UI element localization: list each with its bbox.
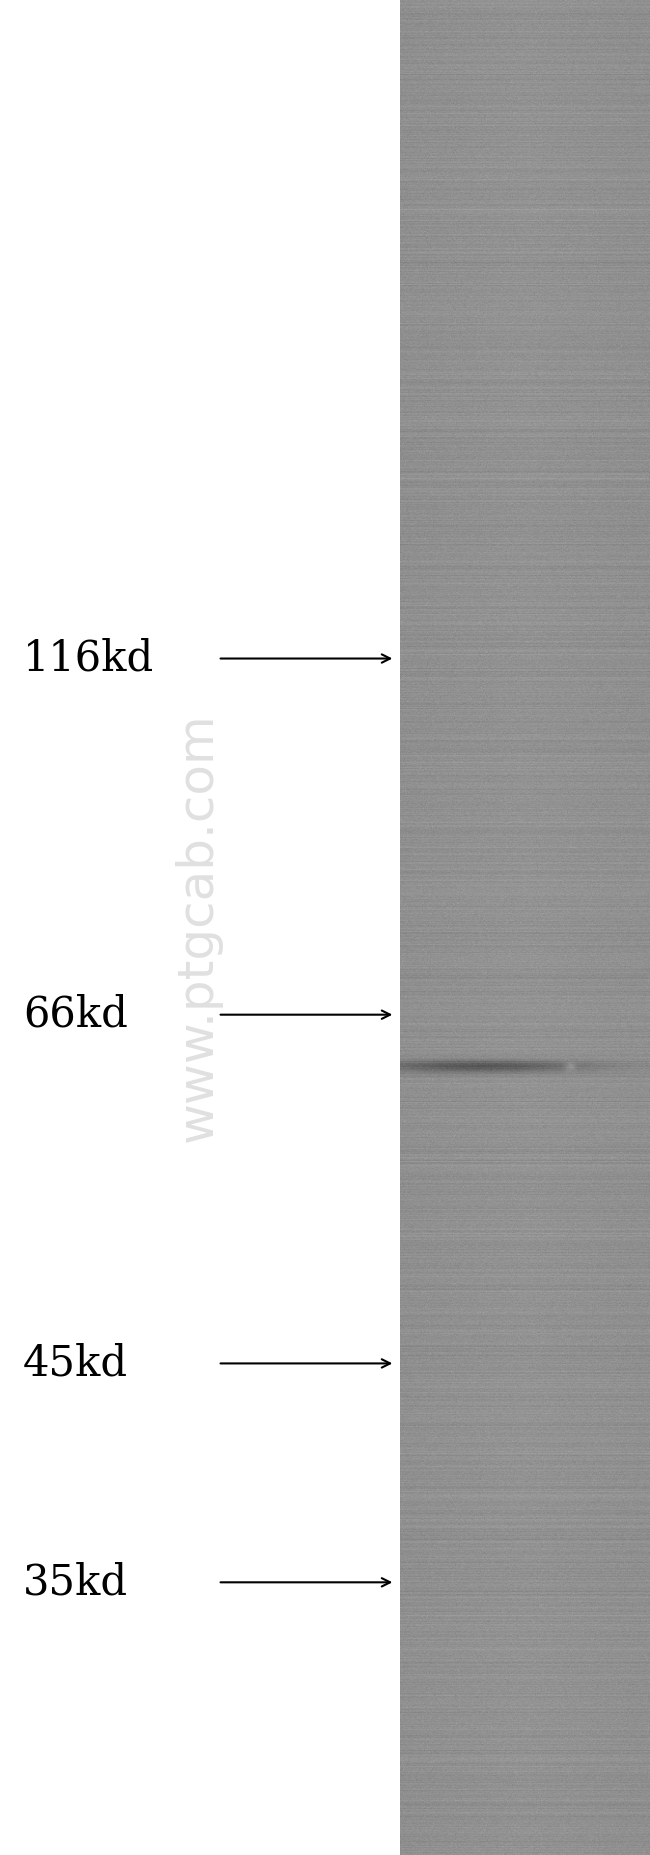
- Text: www.ptgcab.com: www.ptgcab.com: [174, 712, 222, 1143]
- Text: 66kd: 66kd: [23, 994, 127, 1035]
- Bar: [0, 0, 400, 1855]
- Text: 116kd: 116kd: [23, 638, 154, 679]
- Text: 35kd: 35kd: [23, 1562, 128, 1603]
- Text: 45kd: 45kd: [23, 1343, 128, 1384]
